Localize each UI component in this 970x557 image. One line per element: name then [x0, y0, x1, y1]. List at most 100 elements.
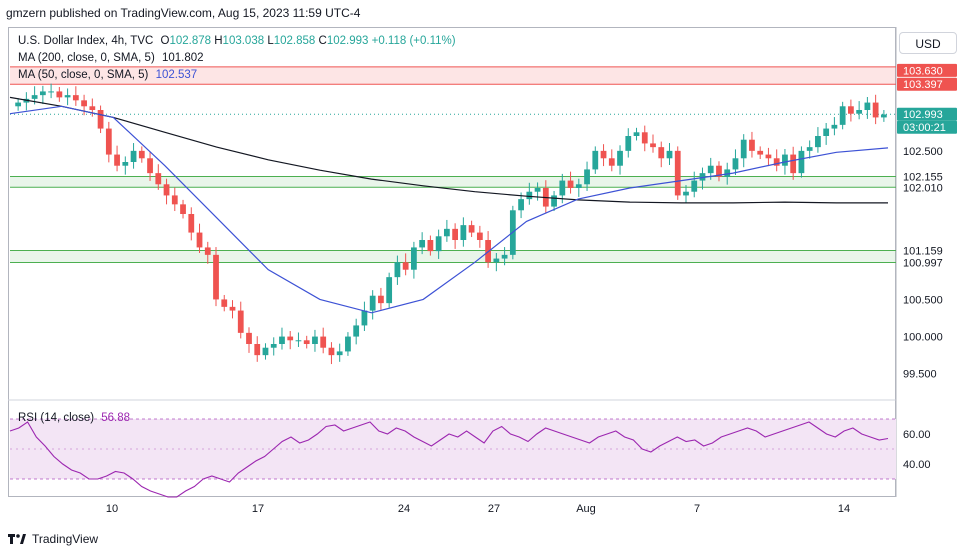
time-tick-label: 10	[106, 503, 118, 515]
candle-body	[39, 91, 46, 96]
candle-body	[328, 347, 335, 356]
candle-body	[312, 336, 318, 344]
candle-body	[81, 100, 87, 107]
candle-body	[163, 184, 170, 196]
candle-body	[287, 336, 294, 341]
candle-body	[782, 154, 788, 166]
candle-body	[386, 277, 393, 304]
price-label-box-2	[897, 107, 957, 121]
candle-body	[411, 247, 417, 270]
candle-body	[650, 143, 656, 148]
candle-body	[130, 150, 137, 162]
candle-body	[394, 262, 401, 278]
candle-body	[699, 173, 706, 181]
time-tick-label: 17	[252, 503, 264, 515]
time-tick-label: 14	[838, 503, 850, 515]
legend-ma200-label: MA (200, close, 0, SMA, 5)	[18, 52, 155, 64]
candle-body	[848, 106, 854, 114]
price-label-support: 101.159	[903, 245, 943, 257]
legend-close: 102.993	[326, 35, 369, 47]
candle-body	[872, 102, 879, 118]
candle-body	[592, 150, 599, 170]
candle-body	[180, 204, 186, 214]
candle-body	[155, 173, 162, 185]
candle-body	[707, 165, 714, 174]
legend-ma200-line: MA (200, close, 0, SMA, 5) 101.802	[18, 52, 204, 64]
legend-ma50-label: MA (50, close, 0, SMA, 5)	[18, 69, 149, 81]
candle-body	[147, 158, 153, 174]
publisher-line: gmzern published on TradingView.com, Aug…	[6, 6, 361, 20]
time-tick-label: 7	[694, 503, 700, 515]
candle-body	[823, 128, 830, 136]
legend-open: 102.878	[169, 35, 212, 47]
candle-body	[122, 162, 129, 166]
candle-body	[460, 225, 467, 240]
time-tick-label: 24	[398, 503, 410, 515]
price-label-resistance: 103.630	[903, 65, 943, 77]
candle-body	[89, 106, 96, 110]
candle-body	[353, 325, 360, 337]
candle-body	[608, 158, 615, 166]
candle-body	[551, 195, 557, 207]
time-tick-label: Aug	[576, 503, 596, 515]
candle-body	[402, 262, 409, 270]
candle-body	[48, 91, 54, 93]
candle-body	[691, 180, 698, 192]
price-label-box-1	[897, 77, 957, 91]
candle-body	[279, 336, 285, 344]
candle-body	[658, 147, 665, 159]
currency-button[interactable]: USD	[899, 32, 957, 54]
legend-high: 103.038	[222, 35, 265, 47]
candle-body	[674, 150, 681, 196]
footer-brand: TradingView	[32, 532, 99, 546]
candle-body	[303, 340, 310, 344]
candle-body	[361, 310, 368, 326]
zone-support-2	[10, 250, 896, 263]
price-tick-label: 102.500	[903, 146, 943, 158]
footer: TradingView	[8, 532, 98, 546]
candle-body	[270, 344, 277, 348]
candle-body	[740, 139, 747, 159]
candle-body	[15, 102, 22, 107]
candle-body	[732, 158, 739, 170]
candle-body	[839, 106, 846, 125]
candle-body	[237, 310, 244, 333]
price-label-support: 100.997	[903, 258, 943, 270]
candle-body	[559, 180, 566, 196]
candle-body	[254, 344, 261, 356]
price-tick-label: 100.000	[903, 332, 943, 344]
candle-body	[378, 295, 384, 304]
candle-body	[724, 169, 731, 177]
candle-body	[666, 150, 673, 159]
candle-body	[815, 136, 821, 148]
candle-body	[31, 95, 38, 99]
candle-body	[856, 110, 863, 114]
candle-body	[435, 236, 442, 252]
candle-body	[476, 232, 483, 240]
price-label-box-3	[897, 120, 957, 134]
candle-body	[468, 225, 475, 233]
candle-body	[526, 191, 533, 200]
legend-change: +0.118 (+0.11%)	[371, 35, 456, 47]
candle-body	[196, 232, 203, 248]
ma200-line	[9, 96, 888, 204]
candle-body	[534, 188, 541, 192]
tradingview-logo-icon	[8, 534, 26, 544]
legend-ma50-value: 102.537	[155, 69, 198, 81]
candle-body	[633, 132, 640, 136]
candle-body	[213, 254, 219, 300]
candle-body	[518, 199, 524, 211]
legend-symbol: U.S. Dollar Index, 4h, TVC	[18, 35, 154, 47]
price-label-resistance: 103.397	[903, 79, 943, 91]
candle-body	[229, 306, 236, 311]
candle-body	[246, 332, 252, 344]
candle-body	[72, 95, 79, 101]
candle-body	[798, 150, 805, 174]
candle-body	[443, 228, 450, 237]
candle-body	[97, 110, 104, 129]
candle-body	[493, 258, 500, 263]
candle-body	[683, 191, 689, 196]
candle-body	[419, 240, 426, 248]
legend-ma200-value: 101.802	[161, 52, 204, 64]
